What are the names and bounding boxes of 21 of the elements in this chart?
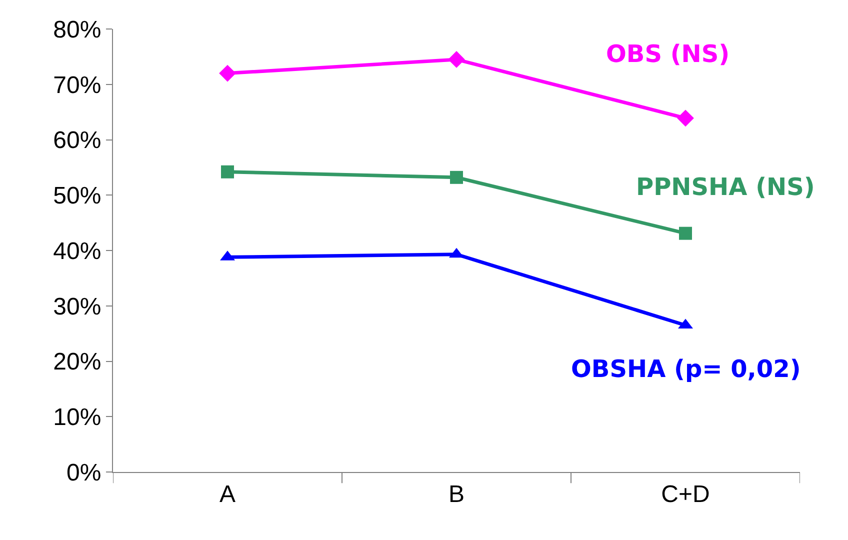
y-tick-label: 0%	[66, 459, 102, 486]
y-tick-label: 80%	[53, 16, 102, 44]
x-tick-label: B	[448, 480, 465, 508]
y-tick-label: 40%	[53, 238, 102, 265]
y-tick-label: 20%	[53, 348, 102, 376]
y-tick-label: 50%	[53, 182, 102, 210]
y-tick-label: 10%	[53, 404, 102, 432]
y-tick-label: 60%	[53, 127, 102, 154]
x-tick-label: C+D	[661, 480, 710, 508]
point	[677, 110, 694, 127]
x-tick-label: A	[219, 480, 236, 508]
point	[219, 64, 236, 82]
series-label: PPNSHA (NS)	[636, 173, 815, 201]
point	[450, 170, 463, 184]
point	[448, 51, 465, 68]
point	[221, 165, 234, 178]
series-label: OBS (NS)	[606, 40, 730, 68]
series-label: OBSHA (p= 0,02)	[571, 355, 801, 383]
y-tick-label: 70%	[53, 72, 102, 99]
y-tick-label: 30%	[53, 293, 102, 320]
point	[679, 226, 692, 240]
